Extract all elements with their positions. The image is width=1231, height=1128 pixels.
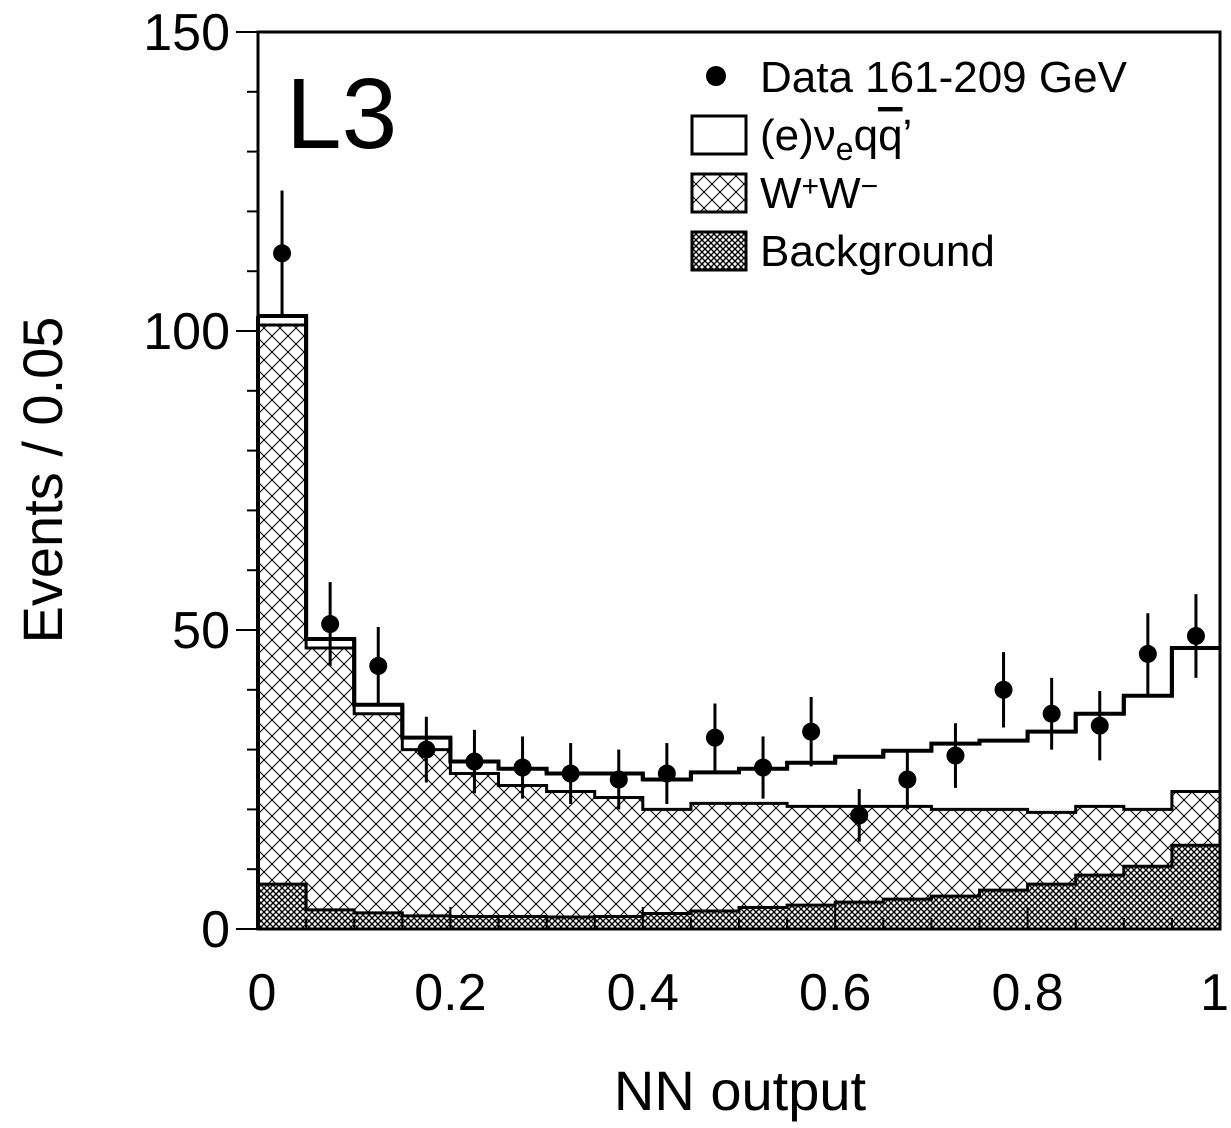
plot-area xyxy=(256,190,1220,929)
legend-data-marker xyxy=(706,66,726,86)
data-point xyxy=(561,764,580,783)
x-tick-label: 0.6 xyxy=(799,964,871,1022)
data-point xyxy=(1042,704,1061,723)
data-point xyxy=(946,746,965,765)
y-tick-label: 100 xyxy=(143,303,230,361)
data-point xyxy=(609,770,628,789)
data-point xyxy=(321,615,340,634)
background-outline xyxy=(258,843,1220,919)
ww-area xyxy=(258,325,1220,929)
data-point xyxy=(850,806,869,825)
data-point xyxy=(513,758,532,777)
axis-ticks: 0 0.2 0.4 0.6 0.8 1 0 50 100 150 xyxy=(143,4,1229,1022)
y-tick-label: 150 xyxy=(143,4,230,62)
legend-signal-subscript: e xyxy=(836,131,854,167)
x-tick-label: 1 xyxy=(1200,964,1229,1022)
legend-ww-sup2: − xyxy=(861,170,879,203)
background-area xyxy=(258,845,1220,929)
legend-ww-w1: W xyxy=(760,169,802,218)
legend-background-swatch xyxy=(690,230,748,272)
data-point xyxy=(465,752,484,771)
legend-signal-label: (e)νeqq’ xyxy=(760,111,912,167)
legend-data-label: Data 161-209 GeV xyxy=(760,53,1128,102)
y-tick-label: 0 xyxy=(201,901,230,959)
data-point xyxy=(1186,626,1205,645)
data-point xyxy=(802,722,821,741)
legend-signal-swatch xyxy=(690,114,748,156)
x-axis-label: NN output xyxy=(614,1059,867,1122)
ww-outline xyxy=(258,323,1220,814)
data-point xyxy=(273,244,292,263)
legend-background-label: Background xyxy=(760,227,995,276)
data-point xyxy=(1090,716,1109,735)
data-point xyxy=(754,758,773,777)
legend-ww-swatch xyxy=(690,172,748,214)
legend-signal-prefix: (e)ν xyxy=(760,111,836,160)
x-tick-label: 0 xyxy=(248,964,277,1022)
legend-signal-prime: ’ xyxy=(903,111,913,160)
data-point xyxy=(898,770,917,789)
y-tick-label: 50 xyxy=(172,602,230,660)
x-tick-label: 0.4 xyxy=(607,964,679,1022)
legend-ww-sup1: + xyxy=(802,170,820,203)
data-point xyxy=(417,740,436,759)
experiment-label: L3 xyxy=(286,58,397,170)
data-point xyxy=(994,680,1013,699)
legend-signal-q: q xyxy=(854,111,878,160)
legend-ww-label: W+W− xyxy=(760,169,878,218)
y-axis-label: Events / 0.05 xyxy=(11,317,74,644)
legend-signal-qbar: q xyxy=(878,111,902,160)
data-point xyxy=(369,656,388,675)
data-point xyxy=(1138,644,1157,663)
legend: Data 161-209 GeV(e)νeqq’W+W−Background xyxy=(690,53,1128,276)
x-tick-label: 0.8 xyxy=(991,964,1063,1022)
x-tick-label: 0.2 xyxy=(414,964,486,1022)
legend-ww-w2: W xyxy=(819,169,861,218)
data-point xyxy=(657,764,676,783)
data-point xyxy=(705,728,724,747)
